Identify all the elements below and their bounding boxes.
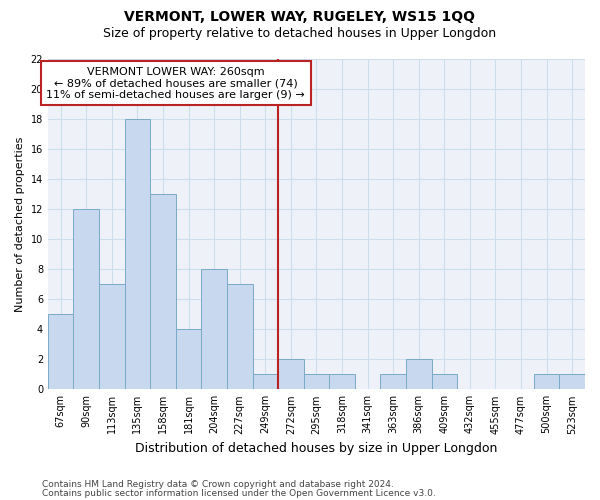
Y-axis label: Number of detached properties: Number of detached properties [15,136,25,312]
Bar [304,374,329,390]
Bar [227,284,253,390]
Bar [380,374,406,390]
X-axis label: Distribution of detached houses by size in Upper Longdon: Distribution of detached houses by size … [135,442,497,455]
Bar [406,360,431,390]
Bar [202,269,227,390]
Text: VERMONT LOWER WAY: 260sqm
← 89% of detached houses are smaller (74)
11% of semi-: VERMONT LOWER WAY: 260sqm ← 89% of detac… [46,66,305,100]
Text: Contains HM Land Registry data © Crown copyright and database right 2024.: Contains HM Land Registry data © Crown c… [42,480,394,489]
Bar [278,360,304,390]
Bar [48,314,73,390]
Bar [559,374,585,390]
Bar [534,374,559,390]
Bar [176,329,202,390]
Bar [73,209,99,390]
Bar [125,119,150,390]
Text: Size of property relative to detached houses in Upper Longdon: Size of property relative to detached ho… [103,28,497,40]
Bar [150,194,176,390]
Bar [431,374,457,390]
Bar [99,284,125,390]
Bar [329,374,355,390]
Text: Contains public sector information licensed under the Open Government Licence v3: Contains public sector information licen… [42,488,436,498]
Text: VERMONT, LOWER WAY, RUGELEY, WS15 1QQ: VERMONT, LOWER WAY, RUGELEY, WS15 1QQ [125,10,476,24]
Bar [253,374,278,390]
